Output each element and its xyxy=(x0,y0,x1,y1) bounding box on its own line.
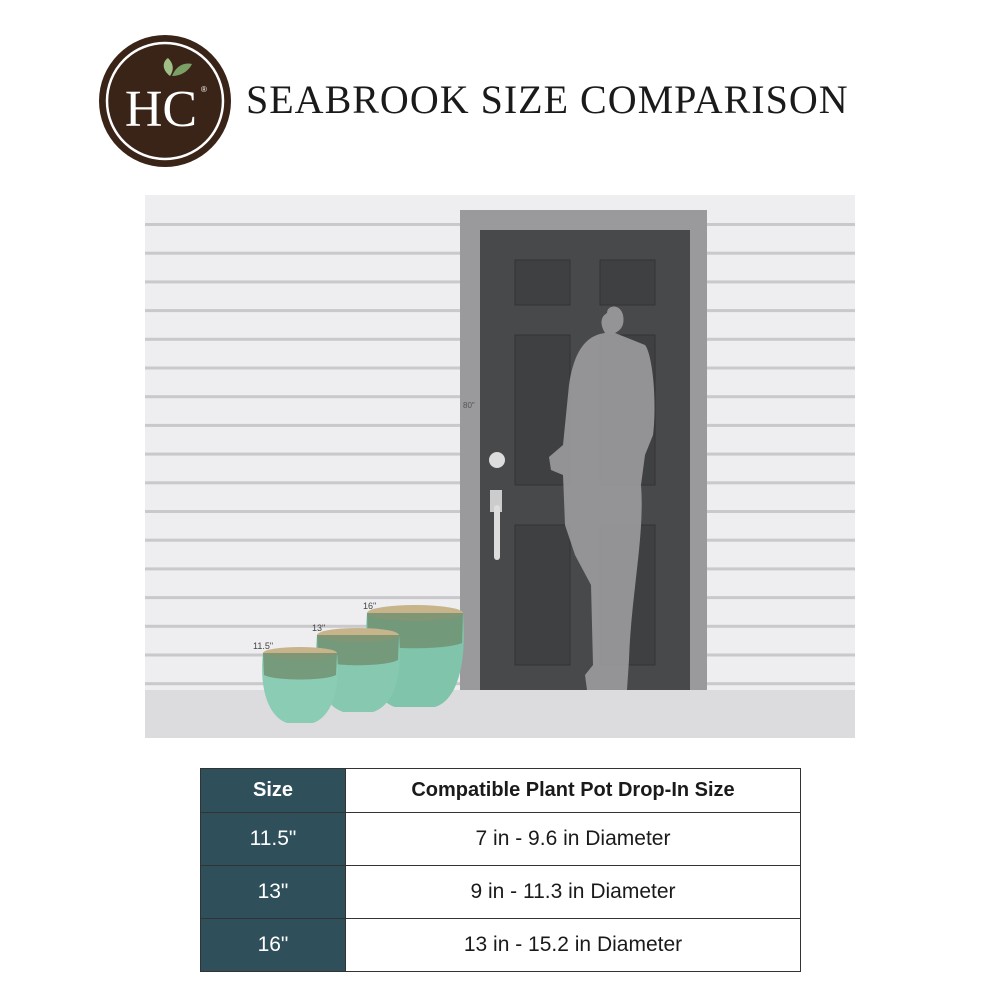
drop-in-cell: 7 in - 9.6 in Diameter xyxy=(345,812,801,866)
table-row: 16" 13 in - 15.2 in Diameter xyxy=(200,918,801,972)
pot-label-small: 11.5" xyxy=(253,641,273,651)
drop-in-cell: 13 in - 15.2 in Diameter xyxy=(345,918,801,972)
header-drop-in: Compatible Plant Pot Drop-In Size xyxy=(345,768,801,813)
leaf-icon xyxy=(163,58,173,76)
size-cell: 11.5" xyxy=(200,812,346,866)
pot-label-medium: 13" xyxy=(312,623,325,633)
brand-logo: HC ® xyxy=(99,35,231,167)
svg-text:®: ® xyxy=(201,85,207,94)
person-silhouette xyxy=(549,306,655,690)
door-height-label: 80" xyxy=(463,401,475,410)
page-title: SEABROOK SIZE COMPARISON xyxy=(246,77,849,122)
door-knob xyxy=(489,452,505,468)
size-table: Size Compatible Plant Pot Drop-In Size 1… xyxy=(200,768,801,972)
porch-floor xyxy=(145,690,855,738)
table-row: 13" 9 in - 11.3 in Diameter xyxy=(200,865,801,919)
size-cell: 16" xyxy=(200,918,346,972)
pot-label-large: 16" xyxy=(363,601,376,611)
header-size: Size xyxy=(200,768,346,813)
door-handle xyxy=(494,505,500,560)
logo-text: HC xyxy=(125,81,197,138)
size-cell: 13" xyxy=(200,865,346,919)
pot-small xyxy=(262,647,338,723)
drop-in-cell: 9 in - 11.3 in Diameter xyxy=(345,865,801,919)
table-row: 11.5" 7 in - 9.6 in Diameter xyxy=(200,812,801,866)
table-header-row: Size Compatible Plant Pot Drop-In Size xyxy=(200,768,801,813)
size-comparison-scene: 80" 11.5" 13" 16" xyxy=(145,195,855,738)
